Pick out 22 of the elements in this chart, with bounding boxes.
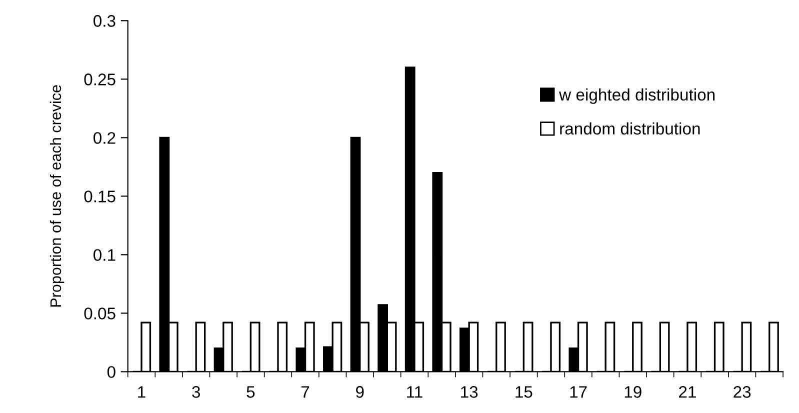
x-tick-label: 9 bbox=[356, 386, 364, 398]
y-tick-label: 0.15 bbox=[84, 190, 116, 202]
x-tick-label: 23 bbox=[734, 386, 751, 398]
y-tick-label: 0.2 bbox=[94, 132, 116, 144]
x-tick-label: 7 bbox=[302, 386, 310, 398]
x-tick-label: 15 bbox=[516, 386, 532, 398]
y-tick-label: 0.1 bbox=[94, 249, 116, 261]
y-tick-label: 0 bbox=[107, 366, 116, 378]
x-tick-label: 3 bbox=[192, 386, 200, 398]
x-tick-label: 11 bbox=[407, 386, 422, 398]
x-tick-label: 19 bbox=[624, 386, 642, 398]
x-tick-label: 17 bbox=[570, 386, 587, 398]
x-tick-label: 13 bbox=[461, 386, 478, 398]
legend-label: random distribution bbox=[560, 122, 700, 135]
legend-label: w eighted distribution bbox=[559, 88, 715, 104]
y-tick-label: 0.25 bbox=[84, 74, 116, 86]
x-tick-label: 5 bbox=[246, 386, 255, 398]
y-tick-label: 0.05 bbox=[84, 308, 116, 320]
x-tick-label: 1 bbox=[138, 386, 146, 398]
y-axis-title: Proportion of use of each crevice bbox=[50, 85, 64, 307]
x-tick-label: 21 bbox=[679, 386, 696, 398]
y-tick-label: 0.3 bbox=[94, 15, 116, 27]
